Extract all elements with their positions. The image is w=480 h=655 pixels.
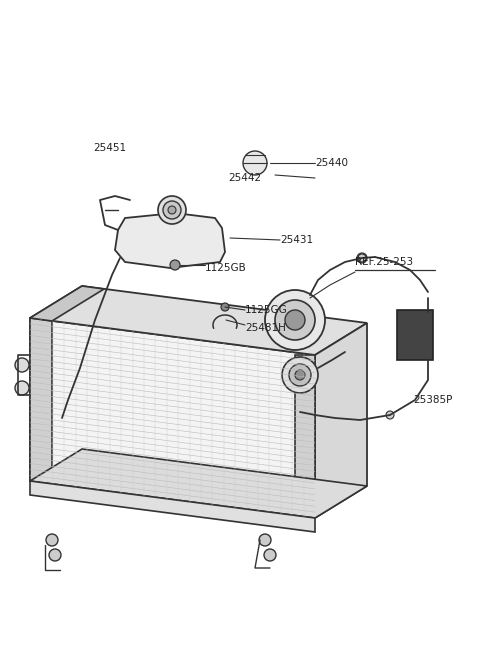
Circle shape [289,364,311,386]
Circle shape [275,300,315,340]
Text: 1125GG: 1125GG [245,305,288,315]
Text: REF.25-253: REF.25-253 [355,257,413,267]
Circle shape [243,151,267,175]
Circle shape [358,254,366,262]
Polygon shape [115,213,225,268]
Circle shape [49,549,61,561]
Circle shape [264,549,276,561]
Circle shape [265,290,325,350]
Circle shape [357,253,367,263]
Polygon shape [30,481,315,532]
Text: 25431: 25431 [280,235,313,245]
Polygon shape [30,318,315,518]
Circle shape [15,381,29,395]
Text: 25481H: 25481H [245,323,286,333]
Circle shape [285,310,305,330]
Circle shape [170,260,180,270]
Text: 25442: 25442 [228,173,261,183]
Polygon shape [397,310,433,360]
Polygon shape [30,286,367,355]
Circle shape [158,196,186,224]
Polygon shape [315,323,367,518]
Circle shape [259,534,271,546]
Circle shape [282,357,318,393]
Circle shape [295,370,305,380]
Text: 1125GB: 1125GB [205,263,247,273]
Circle shape [163,201,181,219]
Polygon shape [30,318,52,481]
Polygon shape [295,355,315,518]
Circle shape [168,206,176,214]
Circle shape [221,303,229,311]
Polygon shape [30,449,367,518]
Circle shape [386,411,394,419]
Circle shape [15,358,29,372]
Text: 25440: 25440 [315,158,348,168]
Text: 25385P: 25385P [413,395,452,405]
Circle shape [46,534,58,546]
Text: 25451: 25451 [93,143,126,153]
Polygon shape [30,286,104,321]
